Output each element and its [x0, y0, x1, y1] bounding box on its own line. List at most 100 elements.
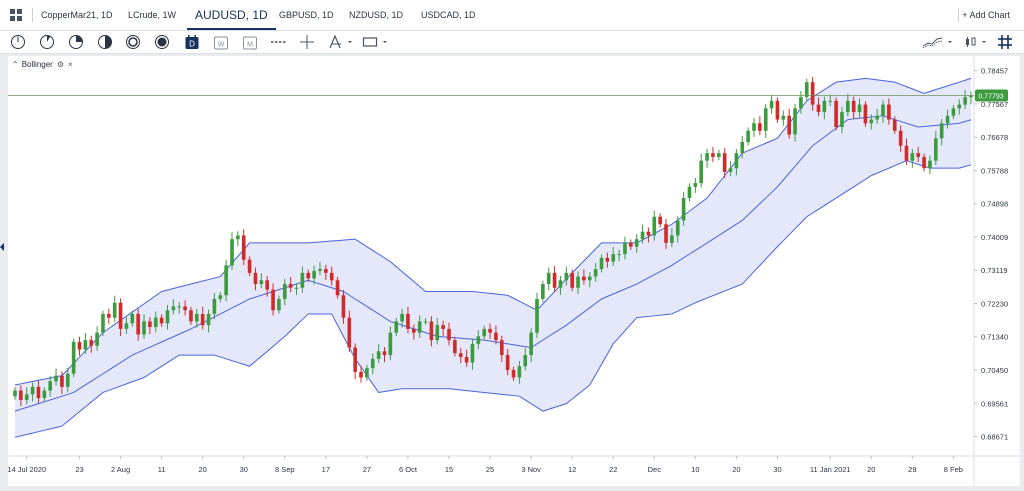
candle-body: [282, 284, 287, 299]
x-tick-label: 20: [867, 465, 875, 474]
week-icon[interactable]: W: [213, 34, 229, 50]
chevron-down-icon[interactable]: [346, 34, 354, 50]
tab-usdcad[interactable]: USDCAD, 1D: [421, 10, 476, 20]
candle-body: [904, 145, 909, 161]
candle-body: [206, 313, 211, 326]
candle-body: [892, 119, 897, 131]
settings-icon[interactable]: ⚙: [56, 60, 65, 69]
chart-type-icon[interactable]: [922, 34, 944, 50]
candle-body: [558, 280, 563, 288]
candle-body: [271, 289, 275, 311]
candle-body: [804, 82, 809, 98]
candle-body: [716, 153, 721, 157]
chevron-down-icon[interactable]: [946, 34, 954, 50]
candle-body: [347, 317, 352, 348]
candle-body: [77, 341, 82, 350]
candle-body: [652, 216, 657, 236]
candle-body: [335, 280, 340, 296]
tab-lcrude[interactable]: LCrude, 1W: [128, 10, 177, 20]
x-tick-label: 27: [363, 465, 371, 474]
tab-separator: [32, 8, 33, 22]
candle-body: [312, 270, 316, 279]
candle-body: [453, 340, 457, 354]
candle-body: [523, 355, 528, 367]
candle-body: [423, 321, 428, 323]
30-minute-icon[interactable]: [97, 34, 113, 50]
chart-pane[interactable]: 0.77793 0.78457 0.77567 0.76678 0.75788 0.748…: [7, 56, 1020, 486]
candle-body: [681, 198, 686, 221]
4-hour-icon[interactable]: [154, 34, 170, 50]
candle-body: [664, 224, 668, 243]
candle-body: [142, 321, 146, 335]
candle-body: [341, 295, 346, 318]
candle-body: [136, 313, 140, 335]
indicator-label[interactable]: ⌃ Bollinger ⚙ ×: [12, 60, 73, 69]
candle-body: [728, 168, 733, 172]
tab-nzdusd[interactable]: NZDUSD, 1D: [349, 10, 404, 20]
chevron-down-icon[interactable]: [381, 34, 389, 50]
candle-body: [417, 321, 422, 333]
x-tick-label: 30: [773, 465, 781, 474]
candle-body: [517, 366, 522, 378]
15-minute-icon[interactable]: [68, 34, 84, 50]
bollinger-middle-line: [14, 115, 972, 412]
candle-body: [236, 235, 240, 240]
candle-body: [376, 351, 381, 359]
candle-body: [54, 375, 58, 382]
y-tick-label: 0.74898: [981, 200, 1008, 209]
crosshair-icon[interactable]: [299, 34, 315, 50]
candle-body: [857, 104, 862, 113]
candle-body: [793, 108, 797, 135]
candle-body: [933, 138, 938, 161]
candle-body: [781, 115, 786, 120]
hour-icon[interactable]: [125, 34, 141, 50]
layout-grid-icon[interactable]: [10, 9, 22, 21]
candle-body: [593, 269, 598, 277]
y-tick-label: 0.76678: [981, 133, 1008, 142]
5-minute-icon[interactable]: [39, 34, 55, 50]
candle-body: [734, 153, 739, 169]
last-price-label: 0.77793: [978, 94, 1003, 101]
candle-body: [118, 302, 123, 329]
tab-coppermar21[interactable]: CopperMar21, 1D: [41, 10, 113, 20]
x-tick-label: 30: [240, 465, 248, 474]
chevron-down-icon[interactable]: [980, 34, 988, 50]
candle-body: [42, 390, 47, 399]
bollinger-band-fill: [15, 78, 971, 438]
add-chart-button[interactable]: + Add Chart: [962, 10, 1010, 20]
month-icon[interactable]: M: [242, 34, 258, 50]
candle-type-icon[interactable]: [963, 34, 979, 50]
grid-layout-icon[interactable]: [997, 34, 1013, 50]
y-tick-label: 0.74009: [981, 233, 1008, 242]
candle-body: [400, 313, 404, 322]
collapse-icon[interactable]: ⌃: [12, 60, 19, 69]
candle-body: [939, 123, 944, 139]
candle-body: [171, 306, 176, 311]
day-icon[interactable]: D: [184, 34, 200, 50]
line-tool-icon[interactable]: [270, 34, 288, 50]
minute-icon[interactable]: [10, 34, 26, 50]
tab-gbpusd[interactable]: GBPUSD, 1D: [279, 10, 334, 20]
expand-left-icon[interactable]: [0, 243, 4, 251]
tab-audusd[interactable]: AUDUSD, 1D: [187, 0, 276, 30]
candle-body: [288, 284, 293, 288]
x-tick-label: 17: [322, 465, 330, 474]
candle-body: [153, 317, 158, 328]
candle-body: [441, 325, 445, 329]
candle-body: [499, 340, 504, 356]
candle-body: [699, 160, 704, 184]
candle-body: [963, 97, 967, 105]
candle-body: [259, 280, 264, 285]
fibonacci-icon[interactable]: [327, 34, 343, 50]
drawing-toolbar: D W M: [0, 31, 1024, 54]
candle-body: [658, 216, 662, 225]
x-tick-label: 22: [609, 465, 617, 474]
y-tick-label: 0.71340: [981, 333, 1008, 342]
x-tick-label: 20: [199, 465, 207, 474]
candle-body: [546, 272, 551, 285]
candle-body: [740, 141, 745, 154]
close-indicator-icon[interactable]: ×: [68, 60, 73, 69]
rectangle-icon[interactable]: [362, 34, 378, 50]
price-chart[interactable]: 0.77793 0.78457 0.77567 0.76678 0.75788 0.748…: [7, 56, 1020, 486]
